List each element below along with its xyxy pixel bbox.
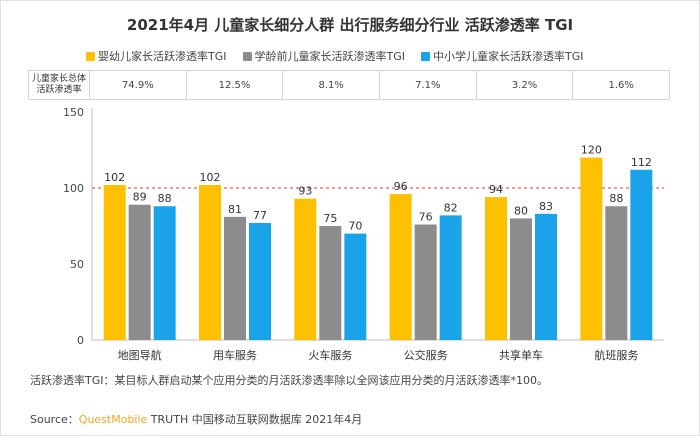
x-tick-label: 共享单车	[499, 348, 543, 362]
x-tick-label: 航班服务	[594, 348, 638, 362]
bar-value-label: 93	[298, 185, 312, 198]
bar-value-label: 102	[104, 171, 125, 184]
legend-item-series1: 婴幼儿家长活跃渗透率TGI	[86, 48, 227, 64]
bar-value-label: 70	[348, 220, 362, 233]
legend-label-series1: 婴幼儿家长活跃渗透率TGI	[98, 50, 227, 63]
bar	[535, 213, 557, 340]
y-tick-label: 0	[77, 334, 84, 347]
bar	[103, 184, 126, 340]
bar	[414, 224, 437, 340]
bar	[580, 157, 603, 340]
bar	[294, 198, 317, 340]
legend: 婴幼儿家长活跃渗透率TGI 学龄前儿童家长活跃渗透率TGI 中小学儿童家长活跃渗…	[86, 48, 584, 64]
y-tick-label: 50	[70, 258, 84, 271]
bar	[439, 215, 462, 340]
legend-swatch-series3	[421, 51, 430, 61]
bar	[153, 206, 176, 340]
bar	[605, 206, 628, 340]
bar	[510, 218, 532, 340]
bar	[485, 197, 507, 340]
legend-label-series2: 学龄前儿童家长活跃渗透率TGI	[254, 50, 406, 63]
x-tick-label: 用车服务	[213, 348, 257, 362]
legend-item-series3: 中小学儿童家长活跃渗透率TGI	[421, 48, 584, 64]
bar-value-label: 94	[489, 183, 503, 196]
x-tick-label: 火车服务	[308, 348, 352, 362]
bar	[199, 184, 221, 340]
bar-value-label: 112	[631, 156, 652, 169]
x-tick-label: 地图导航	[118, 348, 162, 362]
bar-value-label: 88	[609, 192, 623, 205]
bar-value-label: 81	[228, 203, 242, 216]
bar-value-label: 102	[200, 171, 221, 184]
chart-title: 2021年4月 儿童家长细分人群 出行服务细分行业 活跃渗透率 TGI	[126, 16, 574, 34]
bar	[389, 194, 412, 340]
bar	[128, 204, 151, 340]
bar-value-label: 77	[253, 209, 267, 222]
source-prefix: Source：	[30, 413, 79, 426]
overall-penetration-cell: 1.6%	[608, 79, 634, 91]
bar-value-label: 76	[419, 210, 433, 223]
bar-value-label: 88	[158, 192, 172, 205]
y-tick-label: 100	[63, 182, 84, 195]
bar-value-label: 80	[514, 204, 528, 217]
legend-label-series3: 中小学儿童家长活跃渗透率TGI	[433, 50, 584, 63]
legend-swatch-series2	[242, 51, 252, 61]
bar	[224, 216, 246, 340]
overall-penetration-table: 儿童家长总体活跃渗透率 74.9% 12.5% 8.1% 7.1% 3.2% 1…	[28, 70, 670, 100]
legend-item-series2: 学龄前儿童家长活跃渗透率TGI	[242, 48, 406, 64]
bar-value-label: 120	[581, 144, 602, 157]
legend-swatch-series1	[86, 51, 95, 61]
bar-value-label: 89	[133, 191, 147, 204]
footnote: 活跃渗透率TGI：某目标人群启动某个应用分类的月活跃渗透率除以全网该应用分类的月…	[30, 374, 548, 387]
overall-penetration-header: 儿童家长总体活跃渗透率	[29, 71, 90, 99]
y-tick-label: 150	[63, 106, 84, 119]
bar-value-label: 75	[323, 212, 337, 225]
bar	[344, 233, 367, 340]
source-line: Source：QuestMobile TRUTH 中国移动互联网数据库 2021…	[30, 411, 362, 427]
bar-value-label: 96	[394, 180, 408, 193]
overall-penetration-cell: 3.2%	[477, 71, 574, 99]
overall-penetration-cell: 12.5%	[187, 71, 284, 99]
bar	[249, 222, 271, 340]
x-tick-label: 公交服务	[404, 348, 448, 362]
bar-value-label: 83	[539, 200, 553, 213]
overall-penetration-cell: 74.9%	[90, 71, 187, 99]
bar	[319, 226, 342, 340]
bar-value-label: 82	[444, 201, 458, 214]
source-suffix: TRUTH 中国移动互联网数据库 2021年4月	[147, 413, 363, 426]
source-brand: QuestMobile	[78, 413, 148, 426]
overall-penetration-cell: 7.1%	[380, 71, 477, 99]
bar	[630, 169, 653, 340]
overall-penetration-cell: 8.1%	[283, 71, 381, 99]
